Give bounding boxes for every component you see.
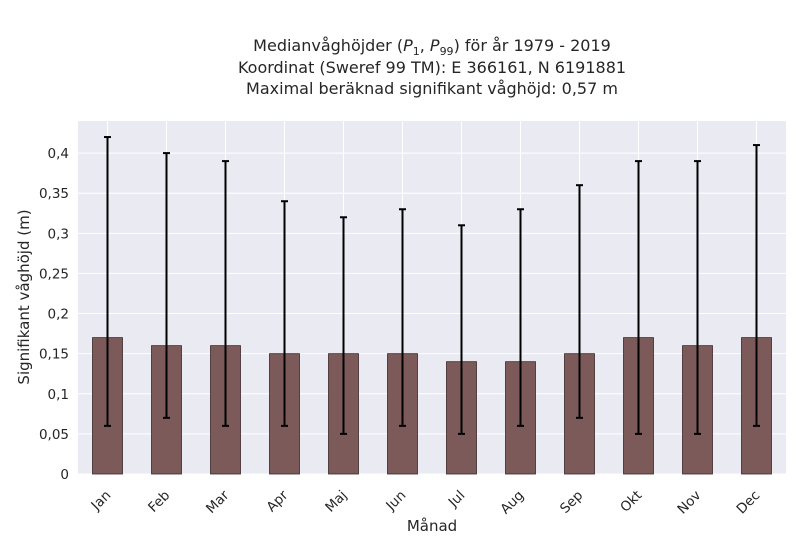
error-bar-jan	[104, 136, 111, 427]
chart-title: Medianvåghöjder (P1, P99) för år 1979 - …	[238, 36, 626, 98]
x-tick-label: Mar	[203, 487, 233, 517]
y-tick-label: 0,1	[48, 387, 69, 403]
x-axis-ticks: Jan Feb Mar Apr Maj Jun Jul Aug Sep Okt Nov Dec	[88, 487, 764, 517]
x-tick-label: Feb	[145, 488, 173, 516]
x-tick-label: Maj	[322, 488, 350, 516]
y-tick-label: 0,05	[39, 427, 69, 443]
error-bar-nov	[694, 160, 701, 435]
x-tick-label: Aug	[497, 488, 527, 518]
error-bar-jun	[399, 208, 406, 427]
chart-title-line-2: Koordinat (Sweref 99 TM): E 366161, N 61…	[238, 58, 626, 77]
error-bar-okt	[635, 160, 642, 435]
x-tick-label: Jul	[445, 488, 469, 512]
y-tick-label: 0,3	[48, 226, 69, 242]
x-tick-label: Nov	[674, 488, 704, 518]
chart-title-line-3: Maximal beräknad signifikant våghöjd: 0,…	[246, 79, 618, 98]
error-bars	[104, 136, 760, 435]
error-bar-mar	[222, 160, 229, 427]
y-tick-label: 0,4	[48, 146, 69, 162]
y-axis-label: Signifikant våghöjd (m)	[15, 209, 33, 384]
y-tick-label: 0,2	[48, 307, 69, 323]
x-tick-label: Jun	[382, 488, 409, 515]
x-tick-label: Okt	[617, 488, 645, 516]
y-axis-ticks: 0 0,05 0,1 0,15 0,2 0,25 0,3 0,35 0,4	[39, 146, 69, 483]
plot-area	[78, 121, 786, 474]
error-bar-apr	[281, 200, 288, 427]
error-bar-aug	[517, 208, 524, 427]
error-bar-jul	[458, 224, 465, 435]
chart-title-line-1: Medianvåghöjder (P1, P99) för år 1979 - …	[253, 36, 611, 58]
x-tick-label: Sep	[557, 488, 586, 517]
y-tick-label: 0,35	[39, 186, 69, 202]
y-tick-label: 0,25	[39, 266, 69, 282]
error-bar-dec	[753, 144, 760, 427]
x-axis-label: Månad	[407, 517, 457, 535]
y-tick-label: 0	[60, 467, 69, 483]
x-tick-label: Dec	[734, 488, 764, 518]
y-tick-label: 0,15	[39, 347, 69, 363]
error-bar-sep	[576, 184, 583, 419]
error-bar-feb	[163, 152, 170, 419]
x-tick-label: Apr	[263, 487, 291, 515]
error-bar-maj	[340, 216, 347, 435]
x-tick-label: Jan	[88, 488, 115, 515]
